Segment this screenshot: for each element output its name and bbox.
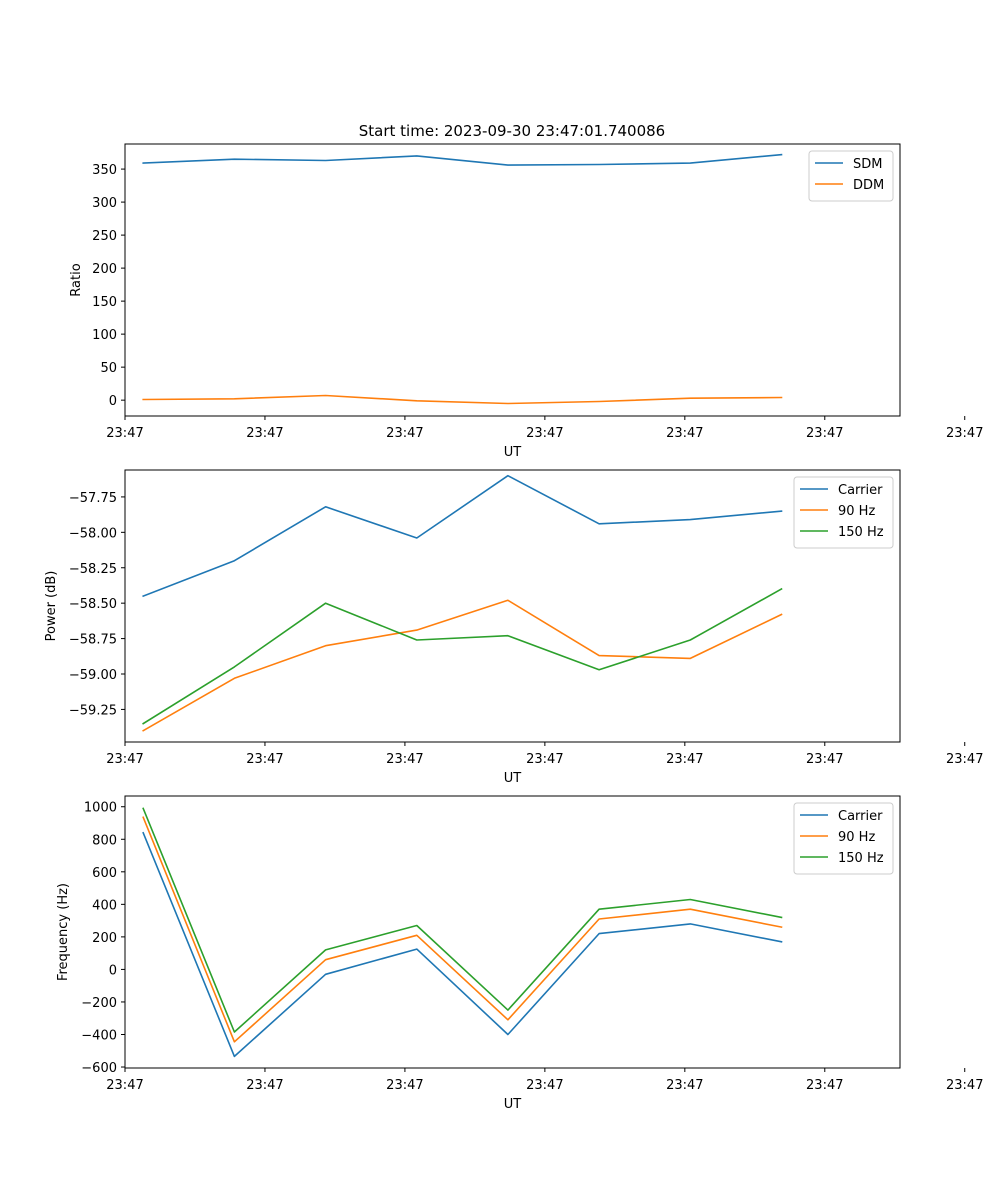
legend-label: 150 Hz <box>838 851 884 866</box>
legend-label: DDM <box>853 178 884 193</box>
legend-label: 150 Hz <box>838 525 884 540</box>
legend: Carrier 90 Hz 150 Hz <box>793 476 894 549</box>
y-tick-label: 200 <box>92 931 117 946</box>
y-tick-label: 0 <box>109 963 117 978</box>
y-axis-label: Power (dB) <box>44 571 59 642</box>
x-tick-label: 23:47 <box>806 1078 843 1093</box>
y-tick-label: 150 <box>92 295 117 310</box>
series-line-90-hz <box>142 816 783 1043</box>
plot-panel: 23:4723:4723:4723:4723:4723:4723:4723:48… <box>56 795 983 1112</box>
x-tick-label: 23:47 <box>386 1078 423 1093</box>
y-tick-label: 0 <box>109 394 117 409</box>
y-axis-label: Ratio <box>69 263 84 296</box>
x-axis-label: UT <box>504 445 522 460</box>
y-tick-label: 250 <box>92 229 117 244</box>
y-tick-label: 350 <box>92 163 117 178</box>
x-axis-label: UT <box>504 1097 522 1112</box>
y-tick-label: 100 <box>92 328 117 343</box>
y-tick-label: −59.25 <box>69 703 117 718</box>
series-line-90-hz <box>142 599 783 732</box>
x-tick-label: 23:47 <box>246 752 283 767</box>
series-line-ddm <box>142 394 783 405</box>
y-tick-label: −200 <box>81 996 117 1011</box>
x-tick-label: 23:47 <box>666 1078 703 1093</box>
y-tick-label: −58.25 <box>69 562 117 577</box>
x-tick-label: 23:47 <box>246 1078 283 1093</box>
y-tick-label: 50 <box>100 361 117 376</box>
axes-frame <box>124 469 901 743</box>
legend: Carrier 90 Hz 150 Hz <box>793 802 894 875</box>
series-line-150-hz <box>142 807 783 1033</box>
chart-title: Start time: 2023-09-30 23:47:01.740086 <box>359 122 665 140</box>
y-tick-label: 400 <box>92 898 117 913</box>
series-line-carrier <box>142 474 783 598</box>
plot-panel: 23:4723:4723:4723:4723:4723:4723:4723:48… <box>69 143 983 460</box>
x-tick-label: 23:47 <box>946 752 983 767</box>
y-tick-label: −57.75 <box>69 491 117 506</box>
x-tick-label: 23:47 <box>526 1078 563 1093</box>
x-tick-label: 23:47 <box>526 426 563 441</box>
y-tick-label: 200 <box>92 262 117 277</box>
x-tick-label: 23:47 <box>386 426 423 441</box>
x-tick-label: 23:47 <box>246 426 283 441</box>
x-tick-label: 23:47 <box>946 426 983 441</box>
x-tick-label: 23:47 <box>946 1078 983 1093</box>
series-line-150-hz <box>142 587 783 725</box>
x-tick-label: 23:47 <box>806 426 843 441</box>
x-tick-label: 23:47 <box>106 752 143 767</box>
series-line-carrier <box>142 831 783 1058</box>
x-tick-label: 23:47 <box>666 426 703 441</box>
x-axis-label: UT <box>504 771 522 786</box>
y-tick-label: 300 <box>92 196 117 211</box>
legend: SDM DDM <box>808 150 894 202</box>
x-tick-label: 23:47 <box>386 752 423 767</box>
y-tick-label: −600 <box>81 1061 117 1076</box>
y-tick-label: −400 <box>81 1028 117 1043</box>
x-tick-label: 23:47 <box>806 752 843 767</box>
x-tick-label: 23:47 <box>106 426 143 441</box>
y-tick-label: −58.75 <box>69 633 117 648</box>
legend-label: SDM <box>853 157 882 172</box>
y-tick-label: −59.00 <box>69 668 117 683</box>
y-tick-label: −58.50 <box>69 597 117 612</box>
x-tick-label: 23:47 <box>106 1078 143 1093</box>
legend-label: Carrier <box>838 483 883 498</box>
axes-frame <box>124 795 901 1069</box>
y-tick-label: 800 <box>92 833 117 848</box>
x-tick-label: 23:47 <box>666 752 703 767</box>
series-line-sdm <box>142 153 783 166</box>
y-tick-label: 600 <box>92 866 117 881</box>
y-tick-label: −58.00 <box>69 526 117 541</box>
legend-label: Carrier <box>838 809 883 824</box>
y-tick-label: 1000 <box>84 801 117 816</box>
legend-label: 90 Hz <box>838 830 875 845</box>
legend-label: 90 Hz <box>838 504 875 519</box>
plot-panel: 23:4723:4723:4723:4723:4723:4723:4723:48… <box>44 469 983 786</box>
x-tick-label: 23:47 <box>526 752 563 767</box>
y-axis-label: Frequency (Hz) <box>56 883 71 981</box>
axes-frame <box>124 143 901 417</box>
